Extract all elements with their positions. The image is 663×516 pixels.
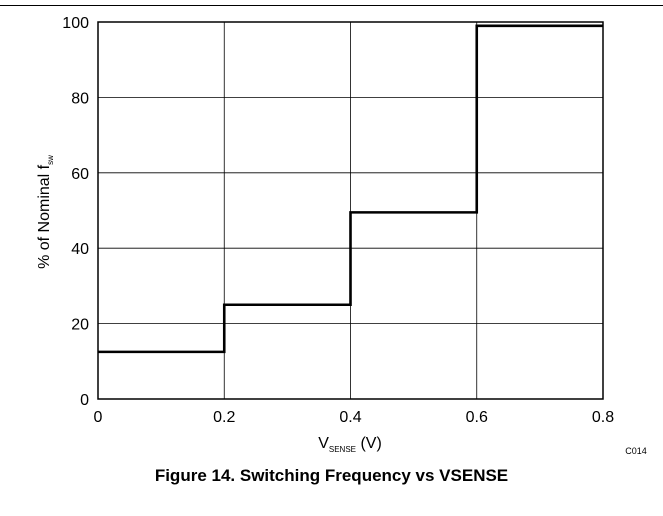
plot-frame [97,21,604,400]
y-tick-label: 0 [80,392,89,409]
x-tick-label: 0.2 [213,409,235,426]
figure-caption: Figure 14. Switching Frequency vs VSENSE [154,466,509,485]
x-tick-label: 0.6 [466,409,488,426]
y-axis-label-main: % of Nominal f [36,164,53,269]
top-rule [0,5,663,6]
x-axis-label-sub: SENSE [329,445,356,454]
figure-code: C014 [625,446,647,456]
x-tick-label: 0.4 [339,409,361,426]
x-tick-label: 0 [94,409,103,426]
y-tick-labels: 0 20 40 60 80 100 [62,15,89,409]
series-line [98,24,603,354]
x-tick-labels: 0 0.2 0.4 0.6 0.8 [94,409,615,426]
y-axis-label: % of Nominal fsw [36,155,55,269]
y-tick-label: 80 [71,90,89,107]
gridlines [98,22,603,399]
y-tick-label: 40 [71,241,89,258]
x-axis-label: VSENSE (V) [318,435,382,454]
x-axis-label-main: V [318,435,329,452]
y-tick-label: 60 [71,166,89,183]
x-axis-label-unit: (V) [356,435,382,452]
step-chart: 0 0.2 0.4 0.6 0.8 0 20 40 60 80 100 VSENSE (V) % … [36,15,647,456]
y-axis-label-sub: sw [46,155,55,165]
y-tick-label: 20 [71,317,89,334]
y-tick-label: 100 [62,15,89,32]
x-tick-label: 0.8 [592,409,614,426]
